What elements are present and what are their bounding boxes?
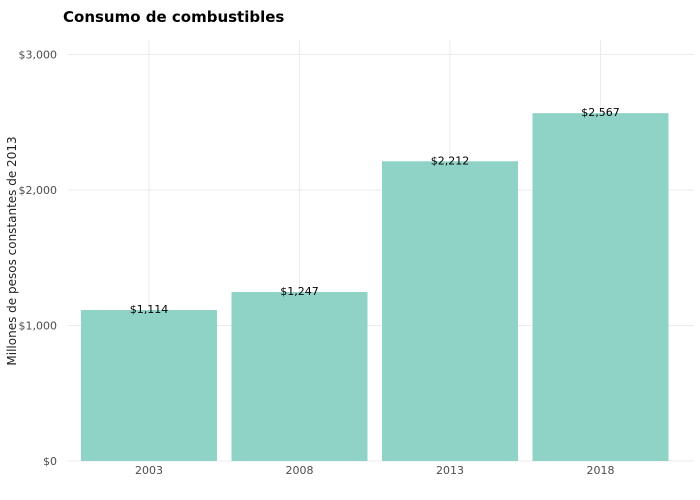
chart-title: Consumo de combustibles — [63, 8, 284, 26]
y-tick-label: $2,000 — [19, 184, 58, 197]
x-tick-label: 2003 — [135, 464, 163, 477]
x-tick-label: 2008 — [286, 464, 314, 477]
y-tick-label: $0 — [43, 455, 57, 468]
bar-2003[interactable] — [81, 310, 217, 461]
y-tick-label: $1,000 — [19, 320, 58, 333]
bar-2018[interactable] — [532, 113, 669, 461]
x-tick-label: 2018 — [587, 464, 615, 477]
data-label: $2,212 — [431, 154, 470, 167]
y-tick-label: $3,000 — [19, 49, 58, 62]
x-tick-labels: 2003 2008 2013 2018 — [135, 464, 615, 477]
x-tick-label: 2013 — [436, 464, 464, 477]
y-axis-label: Millones de pesos constantes de 2013 — [5, 136, 19, 365]
data-labels: $1,114 $1,247 $2,212 $2,567 — [130, 106, 620, 316]
data-label: $1,114 — [130, 303, 169, 316]
bars-layer — [81, 113, 669, 462]
data-label: $1,247 — [280, 285, 319, 298]
data-label: $2,567 — [581, 106, 620, 119]
y-tick-labels: $0 $1,000 $2,000 $3,000 — [19, 49, 58, 469]
bar-2008[interactable] — [231, 292, 368, 461]
bar-2013[interactable] — [382, 161, 518, 462]
